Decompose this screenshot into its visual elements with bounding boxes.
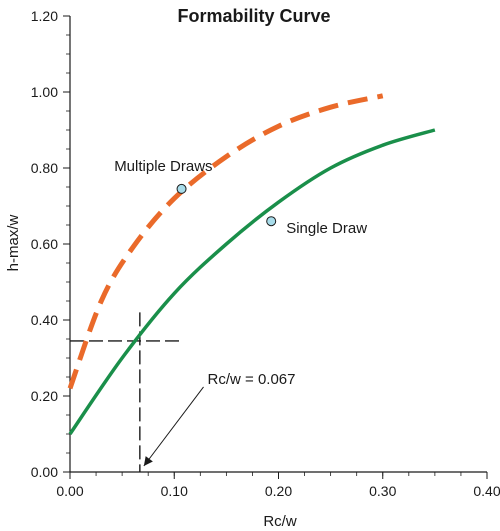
- x-tick-label: 0.10: [161, 483, 188, 499]
- x-tick-label: 0.00: [56, 483, 83, 499]
- y-tick-label: 0.60: [31, 236, 58, 252]
- y-tick-label: 1.20: [31, 8, 58, 24]
- chart-title: Formability Curve: [177, 6, 330, 26]
- series-line-multiple: [67, 93, 384, 390]
- annotation-guides: Rc/w = 0.067: [70, 312, 295, 472]
- x-axis-label: Rc/w: [263, 513, 297, 530]
- series-line-single: [68, 128, 436, 435]
- x-tick-label: 0.30: [369, 483, 396, 499]
- data-point-marker: [266, 216, 277, 227]
- x-tick-label: 0.40: [473, 483, 500, 499]
- x-tick-label: 0.20: [265, 483, 292, 499]
- y-axis-label: h-max/w: [5, 215, 22, 272]
- markers-layer: Multiple Draws Single Draw: [114, 158, 367, 237]
- y-tick-label: 0.00: [31, 464, 58, 480]
- data-point-marker: [176, 183, 187, 194]
- annotation-arrow: [143, 386, 204, 467]
- marker-label: Single Draw: [286, 220, 367, 237]
- y-tick-label: 1.00: [31, 84, 58, 100]
- annotation-label: Rc/w = 0.067: [208, 371, 296, 388]
- marker-label: Multiple Draws: [114, 158, 212, 175]
- y-tick-label: 0.20: [31, 388, 58, 404]
- y-tick-label: 0.80: [31, 160, 58, 176]
- axes: 0.00 0.20 0.40 0.60 0.80 1.00 1.20 0.00 0.10 0.20…: [31, 8, 500, 499]
- annotation-arrowhead: [143, 456, 153, 466]
- y-tick-label: 0.40: [31, 312, 58, 328]
- series-layer: [67, 93, 436, 435]
